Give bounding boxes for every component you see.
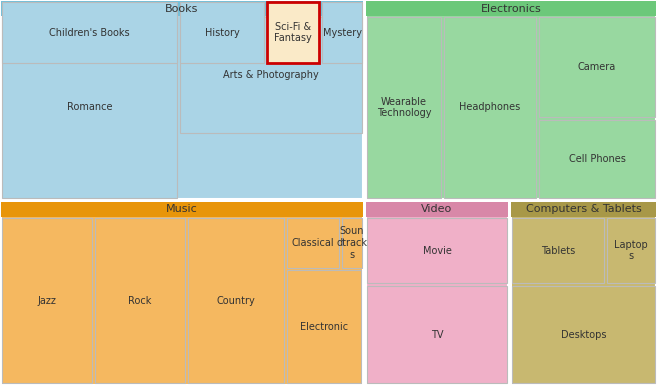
Bar [444,17,536,198]
Text: Video: Video [421,205,453,215]
Bar [366,202,508,385]
Bar [342,218,362,268]
Bar [512,286,655,383]
Bar [322,2,362,63]
Text: Computers & Tablets: Computers & Tablets [526,205,641,215]
Bar [607,218,655,283]
Bar [180,17,362,133]
Bar [287,218,339,268]
Bar [267,2,319,63]
Text: Tablets: Tablets [541,245,575,256]
Text: Rock: Rock [128,296,152,305]
Text: Jazz: Jazz [37,296,57,305]
Text: Electronics: Electronics [481,3,541,14]
Bar [367,286,507,383]
Text: Sci-Fi &
Fantasy: Sci-Fi & Fantasy [274,22,312,43]
Bar [539,17,655,117]
Bar [287,270,361,383]
Text: Arts & Photography: Arts & Photography [223,70,319,80]
Bar [366,202,508,217]
Bar [1,202,363,385]
Bar [367,17,441,198]
Text: Laptop
s: Laptop s [614,240,648,261]
Bar [366,1,656,16]
Bar [95,218,185,383]
Text: Headphones: Headphones [459,103,520,112]
Bar [2,17,177,198]
Bar [2,2,177,63]
Text: Wearable
Technology: Wearable Technology [376,97,431,118]
Bar [367,218,507,283]
Text: Children's Books: Children's Books [49,27,130,37]
Bar [1,1,363,199]
Text: Cell Phones: Cell Phones [568,154,625,164]
Text: Camera: Camera [578,62,616,72]
Text: Soun
dtrack
s: Soun dtrack s [336,227,367,260]
Bar [539,120,655,198]
Bar [180,2,264,63]
Bar [511,202,656,217]
Text: Romance: Romance [67,103,112,112]
Bar [366,1,656,199]
Bar [512,218,604,283]
Text: TV: TV [431,330,443,340]
Text: Electronic: Electronic [300,322,348,332]
Text: History: History [204,27,239,37]
Text: Classical: Classical [292,238,334,248]
Text: Music: Music [166,205,198,215]
Bar [511,202,656,385]
Bar [1,1,363,16]
Text: Movie: Movie [422,245,451,256]
Text: Country: Country [217,296,256,305]
Bar [2,218,92,383]
Text: Books: Books [166,3,198,14]
Bar [1,202,363,217]
Text: Desktops: Desktops [561,330,606,340]
Bar [188,218,284,383]
Text: Mystery: Mystery [323,27,361,37]
